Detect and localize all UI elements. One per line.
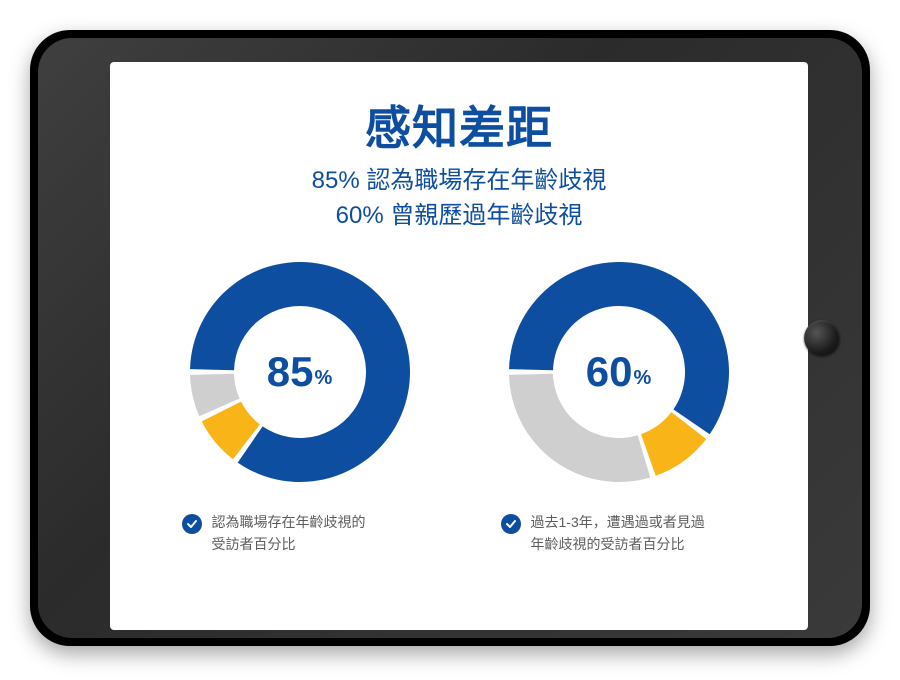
subtitle-line-1: 85% 認為職場存在年齡歧視 — [110, 164, 808, 199]
percent-sign-right: % — [633, 367, 651, 390]
check-icon-svg — [505, 518, 517, 530]
donut-center-left: 85 % — [190, 262, 410, 482]
tablet-home-button[interactable] — [804, 320, 840, 356]
page-title: 感知差距 — [110, 92, 808, 158]
check-icon — [182, 514, 202, 534]
donut-value-right: 60 — [586, 348, 633, 396]
subtitle: 85% 認為職場存在年齡歧視 60% 曾親歷過年齡歧視 — [110, 164, 808, 234]
caption-right: 過去1-3年，遭遇過或者見過 年齡歧視的受訪者百分比 — [479, 512, 759, 555]
donut-center-right: 60 % — [509, 262, 729, 482]
charts-row: 85 % 60 % — [110, 262, 808, 482]
caption-left: 認為職場存在年齡歧視的 受訪者百分比 — [160, 512, 440, 555]
tablet-frame-inner: 感知差距 85% 認為職場存在年齡歧視 60% 曾親歷過年齡歧視 85 % — [38, 38, 862, 638]
stage: 感知差距 85% 認為職場存在年齡歧視 60% 曾親歷過年齡歧視 85 % — [0, 0, 900, 680]
tablet-screen: 感知差距 85% 認為職場存在年齡歧視 60% 曾親歷過年齡歧視 85 % — [110, 62, 808, 630]
donut-chart-left: 85 % — [190, 262, 410, 482]
donut-value-left: 85 — [267, 348, 314, 396]
check-icon — [501, 514, 521, 534]
captions-row: 認為職場存在年齡歧視的 受訪者百分比 過去1-3年，遭遇過或者見過 年齡歧視的受… — [110, 512, 808, 555]
subtitle-line-2: 60% 曾親歷過年齡歧視 — [110, 199, 808, 234]
donut-chart-right: 60 % — [509, 262, 729, 482]
percent-sign-left: % — [314, 367, 332, 390]
caption-text-right: 過去1-3年，遭遇過或者見過 年齡歧視的受訪者百分比 — [531, 512, 705, 555]
check-icon-svg — [186, 518, 198, 530]
caption-text-left: 認為職場存在年齡歧視的 受訪者百分比 — [212, 512, 366, 555]
tablet-frame-outer: 感知差距 85% 認為職場存在年齡歧視 60% 曾親歷過年齡歧視 85 % — [30, 30, 870, 646]
content-area: 感知差距 85% 認為職場存在年齡歧視 60% 曾親歷過年齡歧視 85 % — [110, 62, 808, 630]
